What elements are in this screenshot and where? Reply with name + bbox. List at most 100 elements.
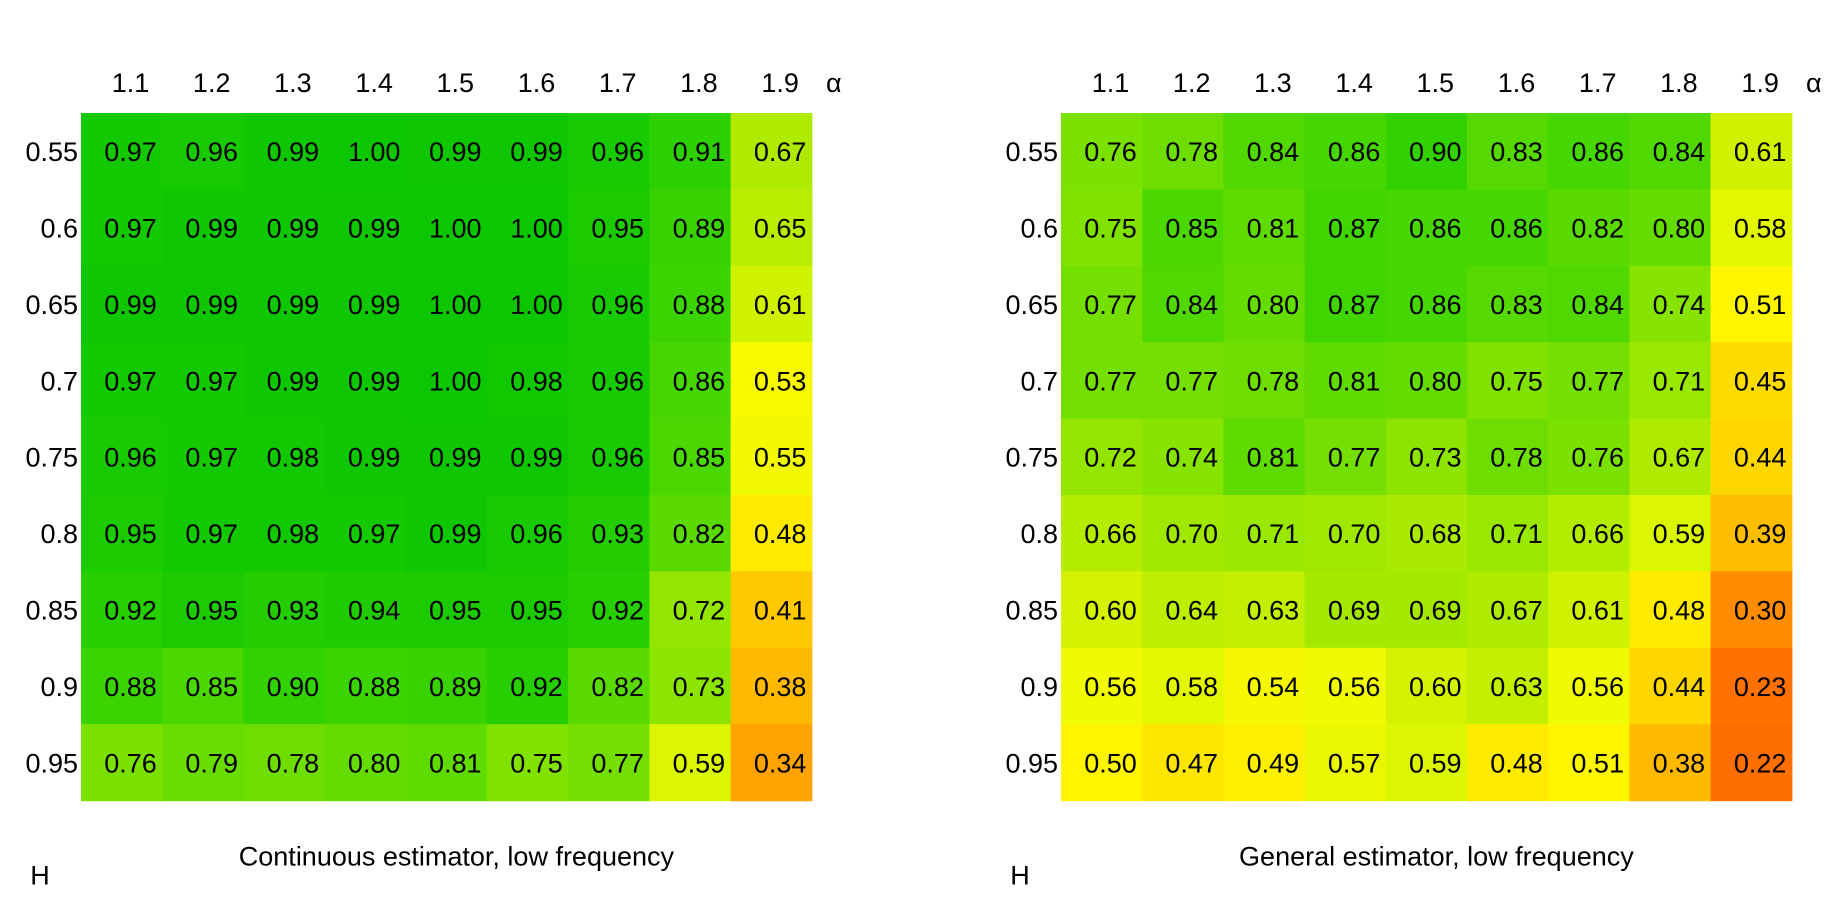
cell-value-label: 0.92 bbox=[104, 596, 157, 626]
x-tick-label: 1.3 bbox=[274, 68, 312, 98]
cell-value-label: 1.00 bbox=[348, 137, 401, 167]
cell-value-label: 0.72 bbox=[1084, 443, 1137, 473]
heatmap-cell bbox=[1304, 113, 1387, 190]
heatmap-cell bbox=[568, 265, 650, 343]
heatmap-cell bbox=[730, 647, 813, 725]
heatmap-cell bbox=[568, 418, 650, 496]
heatmap-cell bbox=[162, 418, 244, 496]
cell-value-label: 0.97 bbox=[185, 443, 238, 473]
heatmap-cell bbox=[243, 724, 326, 802]
y-tick-label: 0.55 bbox=[25, 137, 78, 167]
cell-value-label: 0.97 bbox=[104, 214, 157, 244]
cell-value-label: 0.57 bbox=[1328, 748, 1381, 778]
y-tick-label: 0.75 bbox=[25, 443, 78, 473]
cell-value-label: 0.78 bbox=[1490, 443, 1543, 473]
cell-value-label: 0.71 bbox=[1490, 519, 1543, 549]
cell-value-label: 0.88 bbox=[104, 672, 157, 702]
heatmap-cell bbox=[730, 495, 813, 572]
heatmap-cell bbox=[487, 418, 569, 496]
cell-value-label: 0.98 bbox=[267, 519, 320, 549]
cell-value-label: 0.99 bbox=[185, 214, 238, 244]
cell-value-label: 0.96 bbox=[185, 137, 238, 167]
y-tick-label: 0.75 bbox=[1005, 443, 1058, 473]
cell-value-label: 0.59 bbox=[673, 748, 726, 778]
x-tick-label: 1.8 bbox=[680, 68, 718, 98]
cell-value-label: 0.51 bbox=[1571, 748, 1624, 778]
heatmap-cell bbox=[1385, 724, 1468, 802]
cell-value-label: 0.38 bbox=[1653, 748, 1706, 778]
cell-value-label: 0.97 bbox=[185, 366, 238, 396]
heatmap-cell bbox=[243, 418, 326, 496]
heatmap-cell bbox=[1304, 724, 1387, 802]
cell-value-label: 0.93 bbox=[267, 596, 320, 626]
cell-value-label: 0.68 bbox=[1409, 519, 1462, 549]
heatmap-cell bbox=[487, 342, 569, 420]
heatmap-cell bbox=[324, 495, 407, 572]
cell-value-label: 0.74 bbox=[1653, 290, 1706, 320]
heatmap-cell bbox=[324, 724, 407, 802]
cell-value-label: 0.99 bbox=[429, 137, 482, 167]
cell-value-label: 0.63 bbox=[1490, 672, 1543, 702]
heatmap-cell bbox=[1304, 418, 1387, 496]
heatmap-cell bbox=[487, 571, 569, 649]
cell-value-label: 0.80 bbox=[1653, 214, 1706, 244]
cell-value-label: 0.86 bbox=[1328, 137, 1381, 167]
heatmap-cell bbox=[1061, 418, 1143, 496]
x-tick-label: 1.3 bbox=[1254, 68, 1292, 98]
cell-value-label: 0.99 bbox=[348, 366, 401, 396]
heatmap-cell bbox=[405, 418, 488, 496]
heatmap-cell bbox=[1548, 571, 1630, 649]
cell-value-label: 0.97 bbox=[104, 137, 157, 167]
y-tick-label: 0.6 bbox=[40, 214, 78, 244]
cell-value-label: 0.90 bbox=[1409, 137, 1462, 167]
heatmap-cell bbox=[405, 495, 488, 572]
heatmap-cell bbox=[730, 418, 813, 496]
cell-value-label: 0.83 bbox=[1490, 290, 1543, 320]
heatmap-cell bbox=[1223, 647, 1306, 725]
y-tick-label: 0.7 bbox=[40, 366, 78, 396]
heatmap-cell bbox=[162, 724, 244, 802]
heatmap-cell bbox=[1304, 189, 1387, 267]
heatmap-cell bbox=[1061, 113, 1143, 190]
heatmap-cell bbox=[1061, 647, 1143, 725]
cell-value-label: 0.96 bbox=[104, 443, 157, 473]
heatmap-cell bbox=[1629, 647, 1712, 725]
x-tick-label: 1.1 bbox=[112, 68, 150, 98]
cell-value-label: 0.83 bbox=[1490, 137, 1543, 167]
heatmap-cell bbox=[324, 189, 407, 267]
cell-value-label: 1.00 bbox=[429, 214, 482, 244]
cell-value-label: 0.96 bbox=[591, 366, 644, 396]
cell-value-label: 0.79 bbox=[185, 748, 238, 778]
heatmap-cell bbox=[1710, 724, 1793, 802]
cell-value-label: 0.86 bbox=[1571, 137, 1624, 167]
x-tick-label: 1.9 bbox=[761, 68, 799, 98]
heatmap-cell bbox=[243, 113, 326, 190]
heatmap-cell bbox=[1710, 647, 1793, 725]
cell-value-label: 0.95 bbox=[591, 214, 644, 244]
heatmap-cell bbox=[81, 571, 163, 649]
cell-value-label: 0.44 bbox=[1653, 672, 1706, 702]
heatmap-cell bbox=[81, 647, 163, 725]
heatmap-cell bbox=[649, 342, 732, 420]
cell-value-label: 0.89 bbox=[673, 214, 726, 244]
cell-value-label: 0.55 bbox=[754, 443, 807, 473]
cell-value-label: 0.99 bbox=[429, 443, 482, 473]
heatmap-cell bbox=[1061, 571, 1143, 649]
cell-value-label: 0.84 bbox=[1571, 290, 1624, 320]
heatmap-cell bbox=[568, 647, 650, 725]
cell-value-label: 0.74 bbox=[1165, 443, 1218, 473]
cell-value-label: 0.61 bbox=[1571, 596, 1624, 626]
heatmap-cell bbox=[1142, 571, 1224, 649]
cell-value-label: 0.81 bbox=[429, 748, 482, 778]
cell-value-label: 0.47 bbox=[1165, 748, 1218, 778]
heatmap-cell bbox=[730, 342, 813, 420]
heatmap-cell bbox=[568, 724, 650, 802]
cell-value-label: 0.99 bbox=[348, 443, 401, 473]
heatmap-cell bbox=[405, 724, 488, 802]
heatmap-cell bbox=[243, 495, 326, 572]
heatmap-cell bbox=[1710, 495, 1793, 572]
cell-value-label: 0.95 bbox=[185, 596, 238, 626]
heatmap-cell bbox=[1142, 724, 1224, 802]
cell-value-label: 0.70 bbox=[1328, 519, 1381, 549]
